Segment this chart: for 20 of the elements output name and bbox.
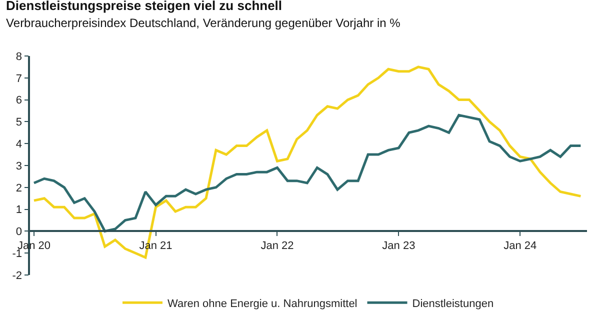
y-tick-label: 0 <box>16 226 22 238</box>
legend-label: Dienstleistungen <box>412 298 494 310</box>
x-tick-label: Jan 23 <box>382 240 416 252</box>
y-tick-label: -2 <box>12 270 22 282</box>
line-series <box>32 114 582 232</box>
y-tick-label: 4 <box>16 138 22 150</box>
x-tick-label: Jan 24 <box>504 240 537 252</box>
y-tick-label: 3 <box>16 160 22 172</box>
y-tick-label: 1 <box>16 204 22 216</box>
chart-title: Dienstleistungspreise steigen viel zu schnell <box>6 0 282 13</box>
legend-label: Waren ohne Energie u. Nahrungsmittel <box>168 298 358 310</box>
line-series <box>32 66 582 259</box>
y-tick-label: -1 <box>12 248 22 260</box>
y-tick-label: 6 <box>16 94 22 107</box>
y-tick-label: 7 <box>16 72 22 85</box>
y-tick-label: 5 <box>16 116 22 129</box>
y-tick-label: 2 <box>16 182 22 194</box>
x-tick-label: Jan 22 <box>260 240 294 252</box>
chart-subtitle: Verbraucherpreisindex Deutschland, Veränderung gegenüber Vorjahr in % <box>6 16 401 30</box>
y-tick-label: 8 <box>16 50 22 63</box>
